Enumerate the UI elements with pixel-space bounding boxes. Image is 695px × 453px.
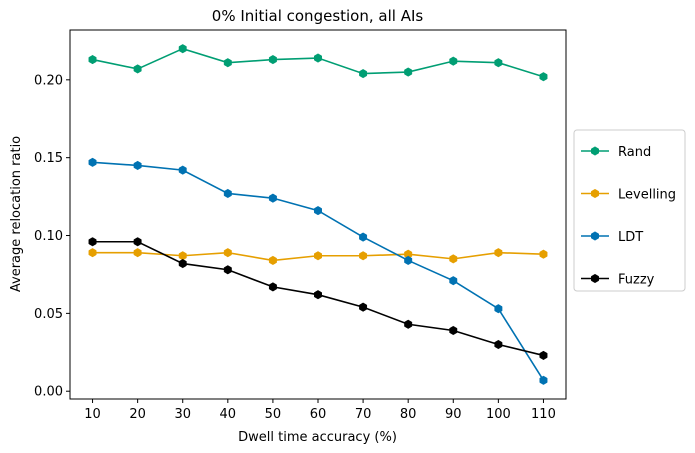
data-point-fuzzy <box>359 302 368 312</box>
data-point-levelling <box>449 254 458 264</box>
data-point-rand <box>268 54 277 65</box>
data-point-ldt <box>359 232 368 242</box>
legend-marker-ldt <box>591 231 599 241</box>
x-tick-label: 50 <box>265 407 282 422</box>
data-point-ldt <box>404 255 413 266</box>
data-point-levelling <box>88 248 97 258</box>
data-point-rand <box>404 67 413 77</box>
data-point-ldt <box>314 206 322 216</box>
x-axis-label: Dwell time accuracy (%) <box>238 430 397 445</box>
x-tick-label: 10 <box>84 407 101 422</box>
y-tick-label: 0.10 <box>34 229 63 244</box>
series-line-ldt <box>92 161 545 381</box>
legend-label-levelling: Levelling <box>618 188 676 203</box>
data-point-rand <box>359 69 368 79</box>
y-axis-label: Average relocation ratio <box>9 136 24 292</box>
data-point-ldt <box>178 165 187 175</box>
data-point-levelling <box>268 255 277 266</box>
data-point-fuzzy <box>268 282 277 292</box>
data-point-rand <box>223 58 232 68</box>
plot-area <box>88 44 548 385</box>
data-point-ldt <box>449 276 458 286</box>
data-point-levelling <box>178 251 187 261</box>
legend-marker-fuzzy <box>591 273 599 284</box>
legend-label-ldt: LDT <box>618 230 643 245</box>
data-point-levelling <box>133 248 142 258</box>
data-point-ldt <box>268 193 277 203</box>
data-point-fuzzy <box>178 258 187 269</box>
y-tick-label: 0.00 <box>34 385 63 400</box>
data-point-levelling <box>314 251 322 261</box>
y-tick-label: 0.15 <box>34 151 63 166</box>
x-tick-label: 60 <box>310 407 327 422</box>
data-point-fuzzy <box>539 350 548 360</box>
data-point-fuzzy <box>223 265 232 275</box>
x-tick-label: 80 <box>400 407 417 422</box>
data-point-levelling <box>494 248 503 258</box>
chart-title: 0% Initial congestion, all AIs <box>212 7 424 25</box>
data-point-levelling <box>359 251 368 261</box>
data-point-ldt <box>494 304 503 314</box>
data-point-rand <box>314 53 322 63</box>
y-tick-label: 0.20 <box>34 73 63 88</box>
data-point-rand <box>449 56 458 66</box>
legend-marker-levelling <box>591 188 599 199</box>
data-point-ldt <box>223 188 232 199</box>
data-point-fuzzy <box>133 237 142 247</box>
x-tick-label: 70 <box>355 407 372 422</box>
legend-label-fuzzy: Fuzzy <box>618 273 655 288</box>
data-point-fuzzy <box>449 325 458 336</box>
data-point-rand <box>88 54 97 65</box>
data-point-rand <box>133 64 142 74</box>
series-line-rand <box>92 47 544 78</box>
data-point-fuzzy <box>88 237 97 247</box>
legend: Rand Levelling LDT Fuzzy <box>573 129 686 292</box>
y-tick-label: 0.05 <box>34 307 63 322</box>
data-point-ldt <box>133 160 142 171</box>
x-tick-label: 90 <box>445 407 462 422</box>
legend-marker-rand <box>591 146 599 156</box>
data-point-rand <box>539 72 548 82</box>
data-point-rand <box>494 58 503 68</box>
x-tick-label: 30 <box>174 407 191 422</box>
axes: 10 20 30 40 50 60 70 80 90 100 110 0.00 0.05 0.10 0.15… <box>34 29 567 422</box>
data-point-fuzzy <box>314 290 322 300</box>
data-point-fuzzy <box>494 339 503 350</box>
x-tick-label: 40 <box>220 407 237 422</box>
x-tick-label: 100 <box>486 407 511 422</box>
legend-label-rand: Rand <box>618 145 651 160</box>
data-point-ldt <box>539 375 548 385</box>
data-point-ldt <box>88 157 97 167</box>
x-tick-label: 110 <box>531 407 556 422</box>
x-tick-label: 20 <box>129 407 146 422</box>
data-point-fuzzy <box>404 319 413 329</box>
data-point-rand <box>178 44 187 54</box>
legend-box <box>573 129 686 292</box>
data-point-levelling <box>539 249 548 259</box>
data-point-levelling <box>223 248 232 258</box>
